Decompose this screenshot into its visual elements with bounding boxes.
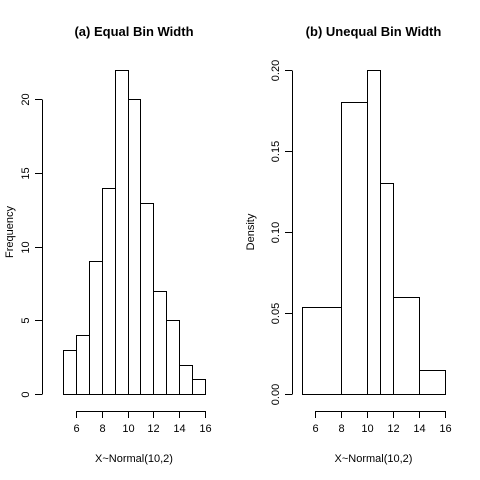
histogram-bar <box>380 183 394 395</box>
y-tick-label: 0.05 <box>270 303 282 324</box>
chart-title: (b) Unequal Bin Width <box>306 24 442 39</box>
x-tick-label: 8 <box>338 423 344 435</box>
y-tick-label: 10 <box>20 241 32 253</box>
chart-panel-b: (b) Unequal Bin Width 6 8 10 12 14 16 0.00 0.05 0… <box>245 24 452 465</box>
y-tick-label: 0 <box>20 391 32 397</box>
histogram-bar <box>128 99 141 395</box>
x-tick-label: 12 <box>147 423 159 435</box>
x-tick-label: 12 <box>387 423 399 435</box>
y-axis-label: Density <box>245 213 257 250</box>
x-tick-label: 16 <box>199 423 211 435</box>
y-tick-label: 0.20 <box>270 60 282 81</box>
x-tick-label: 16 <box>439 423 451 435</box>
histogram-bar <box>153 291 167 395</box>
chart-title: (a) Equal Bin Width <box>74 24 193 39</box>
histogram-bar <box>140 203 154 395</box>
histogram-bar <box>102 188 116 395</box>
histogram-bar <box>89 261 103 395</box>
x-tick-label: 14 <box>173 423 185 435</box>
x-tick-label: 10 <box>122 423 134 435</box>
histogram-bar <box>393 297 420 395</box>
histogram-bar <box>367 70 381 395</box>
x-tick-label: 6 <box>73 423 79 435</box>
chart-panel-a: (a) Equal Bin Width 6 8 10 12 14 16 0 5 10 15 20 X~N… <box>4 24 212 465</box>
y-tick-label: 0.00 <box>270 384 282 405</box>
histogram-bar <box>63 350 77 395</box>
histogram-bar <box>115 70 129 395</box>
y-tick-label: 0.15 <box>270 141 282 162</box>
x-tick-label: 14 <box>413 423 425 435</box>
histogram-bar <box>179 365 193 395</box>
y-axis-label: Frequency <box>4 206 16 258</box>
x-tick-label: 6 <box>312 423 318 435</box>
y-tick-label: 20 <box>20 93 32 105</box>
histogram-bar <box>419 370 446 395</box>
x-axis-label: X~Normal(10,2) <box>335 453 413 465</box>
histogram-bar <box>166 320 180 395</box>
x-tick-label: 10 <box>361 423 373 435</box>
histogram-bar <box>76 335 90 395</box>
histogram-bar <box>192 379 206 395</box>
y-tick-label: 5 <box>20 317 32 323</box>
x-tick-label: 8 <box>99 423 105 435</box>
histogram-bar <box>341 102 368 395</box>
y-tick-label: 15 <box>20 167 32 179</box>
x-axis-label: X~Normal(10,2) <box>95 453 173 465</box>
histogram-bar <box>302 307 342 395</box>
y-tick-label: 0.10 <box>270 222 282 243</box>
